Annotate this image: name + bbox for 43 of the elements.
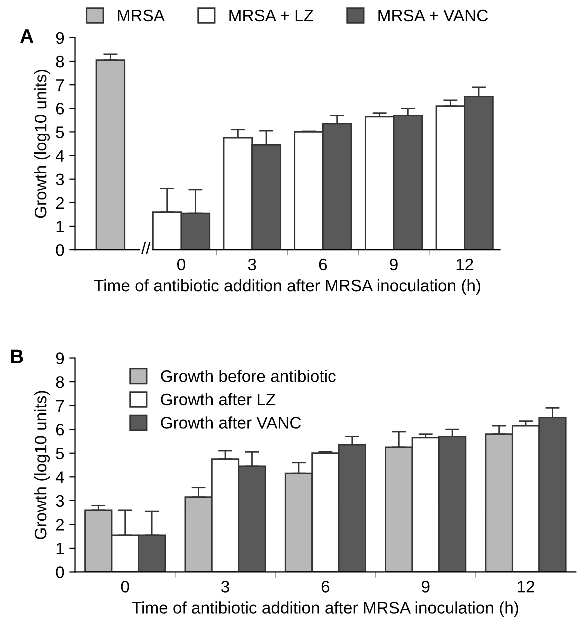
y-tick-label: 6 xyxy=(56,103,64,115)
y-tick-label: 4 xyxy=(56,472,64,484)
y-tick-label: 0 xyxy=(56,566,64,578)
legend-label: Growth before antibiotic xyxy=(161,370,336,382)
y-tick-label: 9 xyxy=(56,32,64,44)
x-tick-label: 12 xyxy=(456,258,474,270)
legend-label: MRSA + VANC xyxy=(378,10,488,22)
x-axis-title: Time of antibiotic addition after MRSA inoculation (h) xyxy=(94,279,481,295)
x-tick-label: 0 xyxy=(178,258,186,271)
y-tick-label: 8 xyxy=(56,376,64,388)
y-tick-label: 9 xyxy=(56,352,64,364)
y-tick-label: 2 xyxy=(56,197,64,209)
x-tick-label: 9 xyxy=(390,258,398,271)
y-tick-label: 3 xyxy=(56,495,64,508)
y-tick-label: 7 xyxy=(56,80,64,92)
annotation: // xyxy=(141,242,151,255)
y-tick-label: 8 xyxy=(56,56,64,68)
y-tick-label: 1 xyxy=(56,543,64,555)
x-tick-label: 6 xyxy=(319,258,328,271)
legend-label: Growth after VANC xyxy=(161,416,302,429)
x-axis-title: Time of antibiotic addition after MRSA inoculation (h) xyxy=(132,602,518,618)
chart-title: A xyxy=(20,30,34,43)
y-axis-title: Growth (log10 units) xyxy=(34,391,50,540)
y-tick-label: 3 xyxy=(56,174,64,186)
x-tick-label: 9 xyxy=(422,581,430,593)
y-tick-label: 7 xyxy=(56,400,64,412)
y-tick-label: 6 xyxy=(56,424,64,436)
y-tick-label: 5 xyxy=(56,448,64,460)
y-tick-label: 0 xyxy=(56,244,64,256)
legend-label: MRSA + LZ xyxy=(230,10,314,22)
x-tick-label: 3 xyxy=(222,581,230,593)
x-tick-label: 6 xyxy=(322,581,330,593)
y-tick-label: 1 xyxy=(56,221,64,233)
x-tick-label: 12 xyxy=(518,581,534,593)
y-tick-label: 2 xyxy=(56,519,64,531)
y-tick-label: 5 xyxy=(56,126,64,138)
x-tick-label: 3 xyxy=(248,258,256,271)
x-tick-label: 0 xyxy=(121,581,130,593)
y-axis-title: Growth (log10 units) xyxy=(34,70,50,218)
chart-title: B xyxy=(11,350,24,364)
legend-label: Growth after LZ xyxy=(161,393,276,406)
y-tick-label: 4 xyxy=(56,150,64,162)
legend-label: MRSA xyxy=(118,10,165,22)
